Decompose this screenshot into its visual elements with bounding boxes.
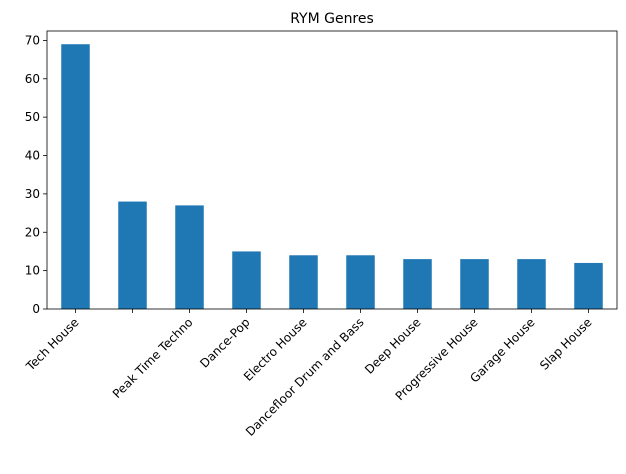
chart-title: RYM Genres: [290, 11, 374, 27]
bar: [118, 201, 147, 309]
bar: [346, 255, 375, 309]
bar: [232, 251, 261, 309]
plot-frame: [46, 30, 618, 310]
bar: [175, 205, 204, 309]
y-tick-label: 40: [25, 149, 40, 163]
y-tick-label: 60: [25, 72, 40, 86]
x-tick-label: Peak Time Techno: [110, 315, 196, 401]
y-tick-label: 30: [25, 187, 40, 201]
x-tick-label: Tech House: [23, 315, 82, 374]
bar: [517, 259, 546, 309]
y-tick-label: 70: [25, 33, 40, 47]
bar: [61, 44, 90, 309]
x-tick-label: Dance-Pop: [197, 315, 252, 370]
x-tick-label: Dancefloor Drum and Bass: [243, 315, 367, 439]
x-tick-label: Slap House: [537, 315, 595, 373]
bar: [574, 262, 603, 309]
y-tick-label: 10: [25, 264, 40, 278]
bar: [289, 255, 318, 309]
y-tick-label: 50: [25, 110, 40, 124]
y-tick-label: 20: [25, 225, 40, 239]
bar: [460, 259, 489, 309]
x-tick-label: Deep House: [362, 315, 424, 377]
y-tick-label: 0: [32, 302, 40, 316]
bar: [403, 259, 432, 309]
